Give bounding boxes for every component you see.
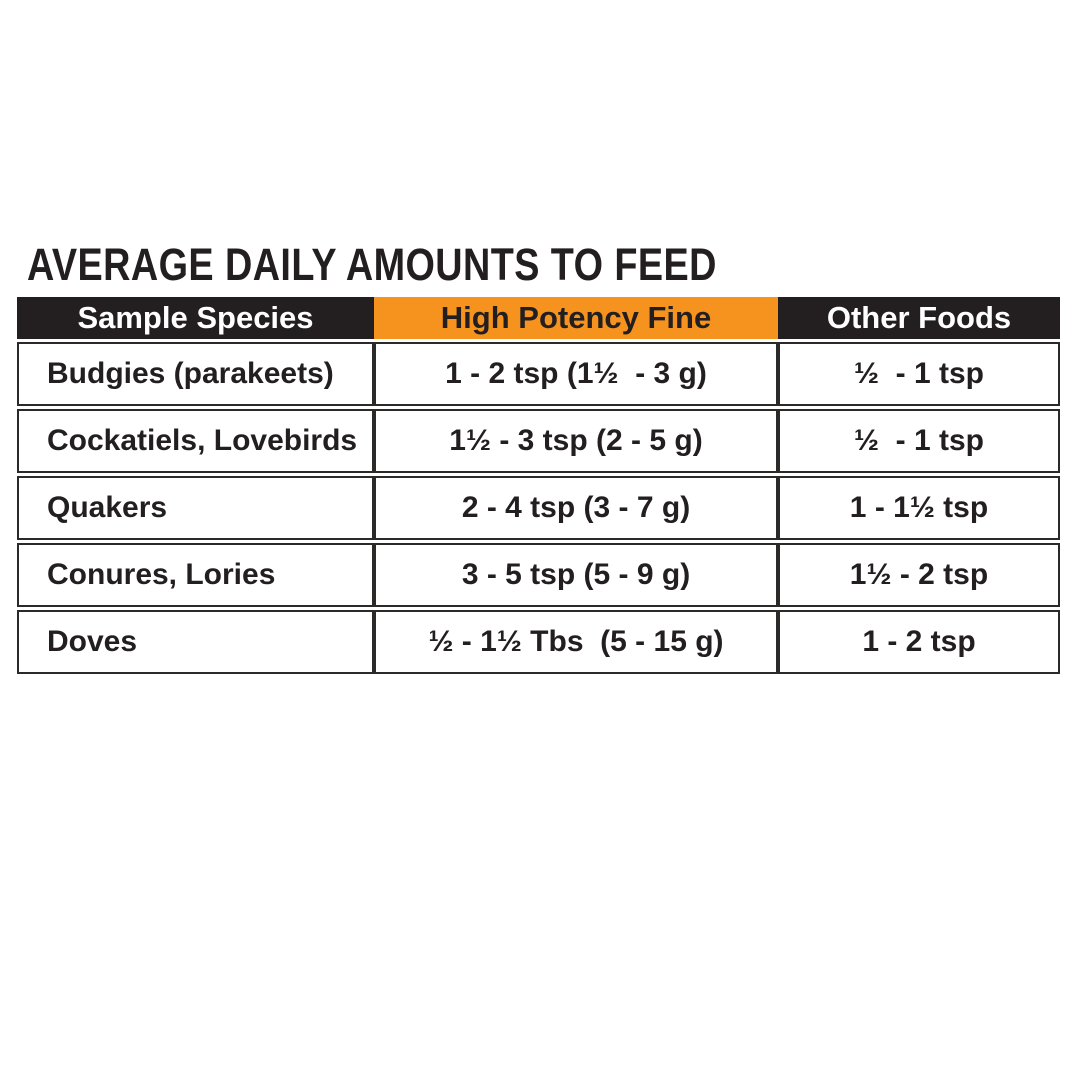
table-body: Budgies (parakeets) 1 - 2 tsp (1½ - 3 g)… [17,342,1060,674]
feeding-amounts-table: Sample Species High Potency Fine Other F… [17,294,1060,677]
feeding-guide-content: AVERAGE DAILY AMOUNTS TO FEED Sample Spe… [17,242,1060,677]
page-title: AVERAGE DAILY AMOUNTS TO FEED [27,239,717,290]
table-row: Quakers 2 - 4 tsp (3 - 7 g) 1 - 1½ tsp [17,476,1060,540]
high-potency-fine-cell: 2 - 4 tsp (3 - 7 g) [374,476,778,540]
species-cell: Conures, Lories [17,543,374,607]
column-header-other-foods: Other Foods [778,297,1060,339]
table-row: Conures, Lories 3 - 5 tsp (5 - 9 g) 1½ -… [17,543,1060,607]
other-foods-cell: 1½ - 2 tsp [778,543,1060,607]
header-row: Sample Species High Potency Fine Other F… [17,297,1060,339]
other-foods-cell: ½ - 1 tsp [778,342,1060,406]
other-foods-cell: 1 - 2 tsp [778,610,1060,674]
high-potency-fine-cell: 1 - 2 tsp (1½ - 3 g) [374,342,778,406]
column-header-sample-species: Sample Species [17,297,374,339]
table-row: Cockatiels, Lovebirds 1½ - 3 tsp (2 - 5 … [17,409,1060,473]
high-potency-fine-cell: 3 - 5 tsp (5 - 9 g) [374,543,778,607]
other-foods-cell: ½ - 1 tsp [778,409,1060,473]
high-potency-fine-cell: ½ - 1½ Tbs (5 - 15 g) [374,610,778,674]
species-cell: Budgies (parakeets) [17,342,374,406]
species-cell: Quakers [17,476,374,540]
high-potency-fine-cell: 1½ - 3 tsp (2 - 5 g) [374,409,778,473]
table-header: Sample Species High Potency Fine Other F… [17,297,1060,339]
other-foods-cell: 1 - 1½ tsp [778,476,1060,540]
species-cell: Cockatiels, Lovebirds [17,409,374,473]
column-header-high-potency-fine: High Potency Fine [374,297,778,339]
table-row: Budgies (parakeets) 1 - 2 tsp (1½ - 3 g)… [17,342,1060,406]
table-row: Doves ½ - 1½ Tbs (5 - 15 g) 1 - 2 tsp [17,610,1060,674]
species-cell: Doves [17,610,374,674]
